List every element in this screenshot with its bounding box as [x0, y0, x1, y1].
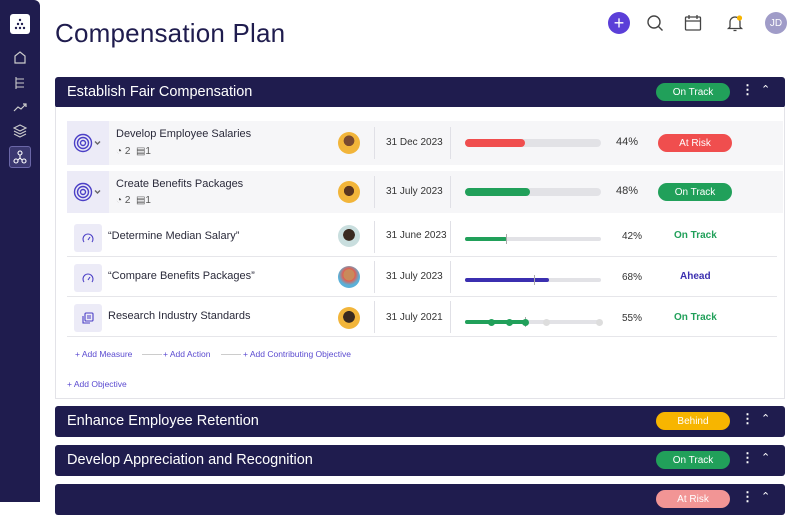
progress-bar	[465, 275, 601, 285]
page-title: Compensation Plan	[55, 18, 286, 48]
objective-meta: ◔ 2 ▤1	[116, 195, 151, 206]
progress-percent: 42%	[622, 231, 643, 242]
milestone-dot	[595, 318, 603, 326]
notification-bell-icon[interactable]	[724, 12, 746, 34]
measure-name: “Determine Median Salary”	[108, 230, 240, 242]
measure-row[interactable]: “Compare Benefits Packages” 31 July 2023…	[67, 257, 777, 297]
divider	[221, 354, 241, 355]
owner-avatar[interactable]	[338, 266, 360, 288]
network-icon[interactable]	[9, 146, 31, 168]
action-row[interactable]: Research Industry Standards 31 July 2021…	[67, 297, 777, 337]
milestone-dot	[505, 318, 513, 326]
divider	[374, 221, 375, 253]
due-date: 31 June 2023	[386, 230, 447, 241]
due-date: 31 Dec 2023	[386, 137, 443, 148]
measure-name: “Compare Benefits Packages”	[108, 270, 255, 282]
status-text: On Track	[674, 230, 717, 241]
divider	[450, 261, 451, 293]
section-title: Enhance Employee Retention	[67, 413, 259, 429]
gauge-icon	[74, 264, 102, 292]
calendar-icon[interactable]	[682, 12, 704, 34]
section-title: Establish Fair Compensation	[67, 84, 253, 100]
more-options-icon[interactable]: ⋮	[741, 489, 754, 504]
section-header[interactable]: Develop Appreciation and Recognition On …	[55, 445, 785, 476]
objective-meta: ◔ 2 ▤1	[116, 146, 151, 157]
target-icon[interactable]	[67, 171, 109, 213]
divider	[450, 127, 451, 159]
due-date: 31 July 2021	[386, 312, 443, 323]
add-action-link[interactable]: + Add Action	[163, 349, 211, 359]
owner-avatar[interactable]	[338, 307, 360, 329]
divider	[450, 176, 451, 208]
measure-row[interactable]: “Determine Median Salary” 31 June 2023 4…	[67, 217, 777, 257]
layers-icon[interactable]	[9, 120, 31, 142]
progress-bar	[465, 139, 601, 147]
document-icon	[74, 304, 102, 332]
objective-name: Develop Employee Salaries	[116, 128, 252, 140]
owner-avatar[interactable]	[338, 132, 360, 154]
progress-bar	[465, 234, 601, 244]
milestone-dot	[542, 318, 550, 326]
more-options-icon[interactable]: ⋮	[741, 411, 754, 426]
objective-row[interactable]: Create Benefits Packages ◔ 2 ▤1 31 July …	[67, 171, 783, 213]
divider	[142, 354, 162, 355]
status-badge: On Track	[658, 183, 732, 201]
divider	[374, 301, 375, 333]
status-badge: On Track	[656, 451, 730, 469]
status-badge: Behind	[656, 412, 730, 430]
status-badge: At Risk	[658, 134, 732, 152]
chevron-up-icon[interactable]: ⌃	[761, 413, 771, 425]
chevron-up-icon[interactable]: ⌃	[761, 452, 771, 464]
milestone-dot	[522, 318, 530, 326]
chevron-up-icon[interactable]: ⌃	[761, 491, 771, 503]
add-button[interactable]: +	[608, 12, 630, 34]
owner-avatar[interactable]	[338, 225, 360, 247]
search-icon[interactable]	[644, 12, 666, 34]
progress-percent: 44%	[616, 136, 639, 148]
divider	[450, 301, 451, 333]
list-icon[interactable]	[9, 72, 31, 94]
section-header[interactable]: At Risk ⋮ ⌃	[55, 484, 785, 515]
action-count: 1	[145, 195, 151, 206]
status-badge: On Track	[656, 83, 730, 101]
divider	[374, 127, 375, 159]
progress-percent: 48%	[616, 185, 639, 197]
action-count: 1	[145, 146, 151, 157]
divider	[374, 176, 375, 208]
action-name: Research Industry Standards	[108, 310, 251, 322]
user-avatar[interactable]: JD	[765, 12, 787, 34]
status-badge: At Risk	[656, 490, 730, 508]
logo-icon[interactable]	[10, 14, 30, 34]
divider	[374, 261, 375, 293]
owner-avatar[interactable]	[338, 181, 360, 203]
divider	[450, 221, 451, 253]
sidebar	[0, 0, 40, 502]
measure-count: 2	[124, 146, 131, 157]
home-icon[interactable]	[9, 46, 31, 68]
objective-row[interactable]: Develop Employee Salaries ◔ 2 ▤1 31 Dec …	[67, 121, 783, 165]
due-date: 31 July 2023	[386, 186, 443, 197]
status-text: Ahead	[680, 271, 711, 282]
add-objective-link[interactable]: + Add Objective	[67, 379, 127, 389]
more-options-icon[interactable]: ⋮	[741, 450, 754, 465]
milestone-progress-bar	[465, 317, 603, 327]
measure-count: 2	[124, 195, 131, 206]
chevron-up-icon[interactable]: ⌃	[761, 84, 771, 96]
add-contributing-objective-link[interactable]: + Add Contributing Objective	[243, 349, 351, 359]
more-options-icon[interactable]: ⋮	[741, 82, 754, 97]
gauge-icon	[74, 224, 102, 252]
target-icon[interactable]	[67, 121, 109, 165]
add-measure-link[interactable]: + Add Measure	[75, 349, 133, 359]
progress-bar	[465, 188, 601, 196]
status-text: On Track	[674, 312, 717, 323]
milestone-dot	[488, 318, 496, 326]
section-header[interactable]: Enhance Employee Retention Behind ⋮ ⌃	[55, 406, 785, 437]
section-header[interactable]: Establish Fair Compensation On Track ⋮ ⌃	[55, 77, 785, 108]
progress-percent: 55%	[622, 313, 643, 324]
section-title: Develop Appreciation and Recognition	[67, 452, 313, 468]
due-date: 31 July 2023	[386, 271, 443, 282]
progress-percent: 68%	[622, 272, 643, 283]
trend-icon[interactable]	[9, 96, 31, 118]
objective-name: Create Benefits Packages	[116, 178, 244, 190]
